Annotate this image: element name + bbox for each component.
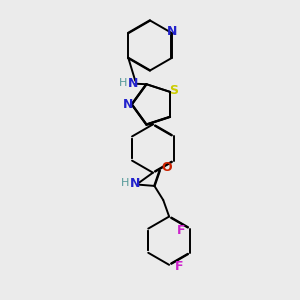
Text: H: H <box>121 178 129 188</box>
Text: N: N <box>123 98 134 111</box>
Text: F: F <box>175 260 184 273</box>
Text: N: N <box>167 25 177 38</box>
Text: N: N <box>130 177 140 190</box>
Text: O: O <box>161 161 172 174</box>
Text: H: H <box>119 78 128 88</box>
Text: N: N <box>128 77 138 90</box>
Text: S: S <box>169 84 178 97</box>
Text: F: F <box>176 224 185 237</box>
